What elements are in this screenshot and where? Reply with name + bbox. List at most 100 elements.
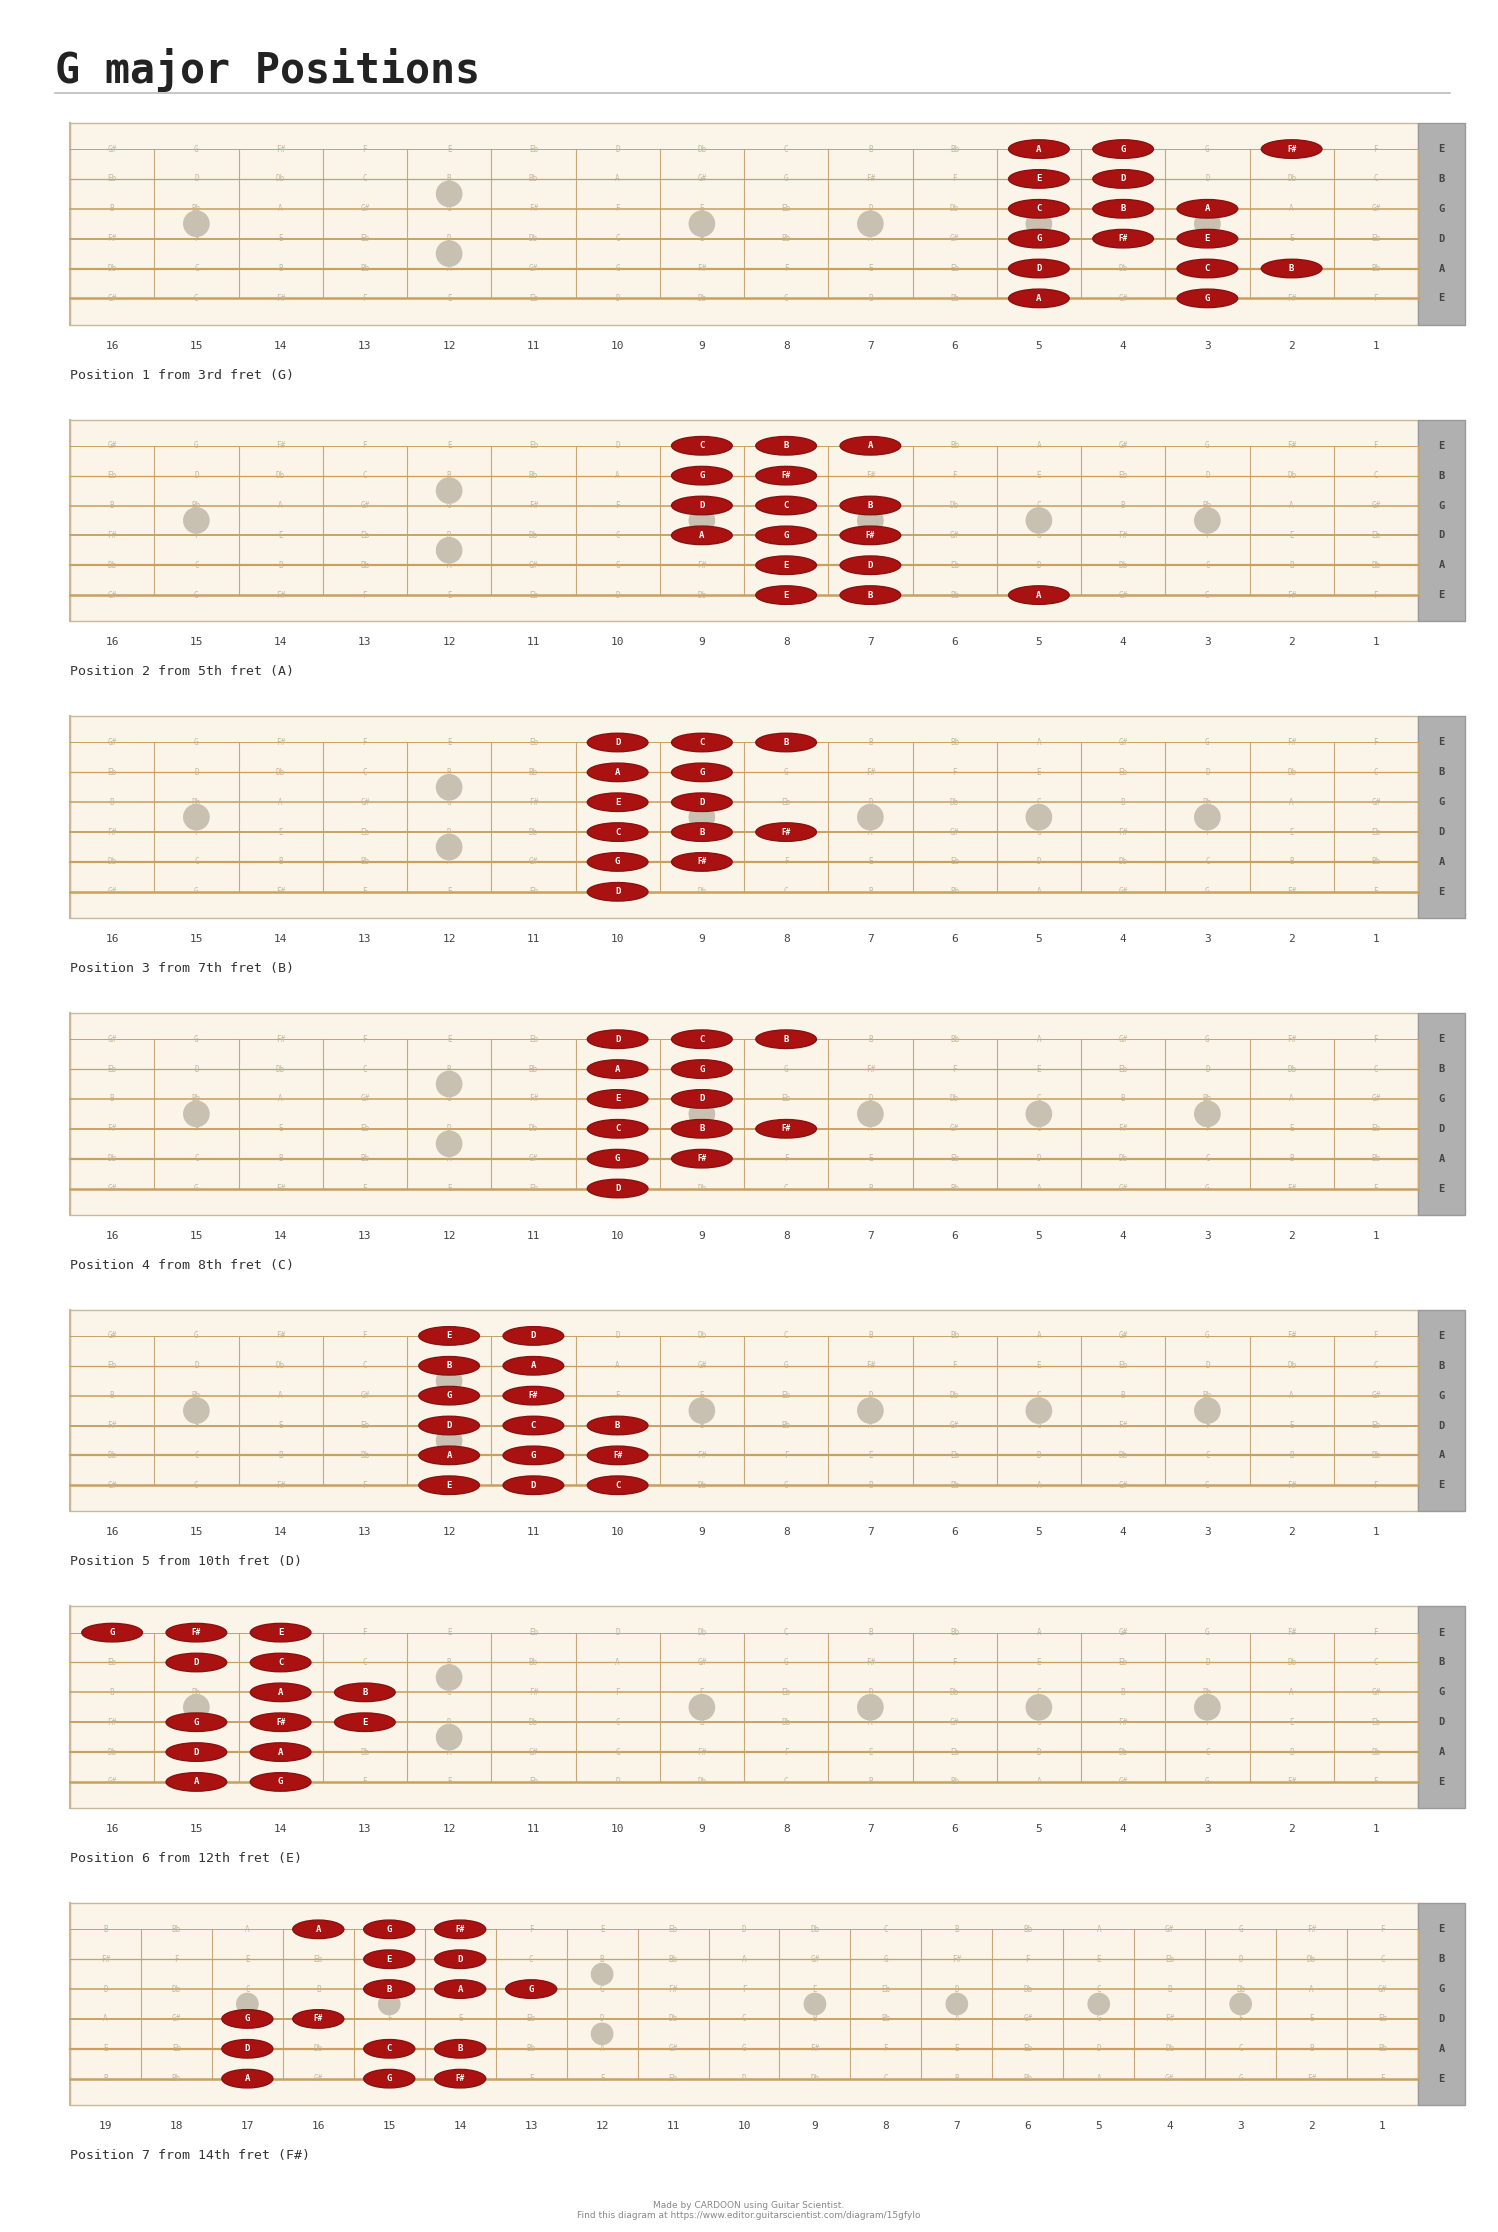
- Text: Db: Db: [529, 234, 538, 243]
- Text: 5: 5: [1035, 1527, 1043, 1538]
- Text: Db: Db: [108, 857, 117, 866]
- Ellipse shape: [1094, 141, 1153, 158]
- Circle shape: [1195, 212, 1219, 237]
- Text: E: E: [446, 1036, 451, 1045]
- Text: 2: 2: [1288, 1230, 1294, 1241]
- Text: Eb: Eb: [782, 1687, 791, 1696]
- Text: Bb: Bb: [1203, 1687, 1212, 1696]
- Text: A: A: [867, 1422, 873, 1431]
- Text: Db: Db: [108, 1748, 117, 1757]
- Text: 14: 14: [454, 2120, 467, 2132]
- Text: Bb: Bb: [1371, 857, 1381, 866]
- FancyBboxPatch shape: [1419, 1310, 1465, 1511]
- Text: Eb: Eb: [529, 591, 538, 600]
- Text: B: B: [446, 1065, 451, 1074]
- Text: 1: 1: [1372, 1824, 1380, 1835]
- Text: E: E: [446, 739, 451, 748]
- Text: Db: Db: [276, 1065, 285, 1074]
- Text: F#: F#: [810, 2045, 819, 2053]
- Text: F#: F#: [953, 1955, 962, 1964]
- Ellipse shape: [1177, 199, 1237, 219]
- Text: B: B: [867, 591, 873, 600]
- Text: A: A: [616, 1065, 620, 1074]
- Text: Eb: Eb: [172, 2045, 181, 2053]
- Ellipse shape: [840, 556, 900, 574]
- Text: Bb: Bb: [1203, 205, 1212, 214]
- Ellipse shape: [671, 792, 733, 812]
- Circle shape: [436, 1071, 461, 1096]
- Ellipse shape: [434, 1980, 485, 1998]
- Text: A: A: [1037, 1183, 1041, 1194]
- Text: E: E: [446, 591, 451, 600]
- Text: E: E: [1290, 531, 1294, 540]
- Text: Eb: Eb: [1371, 1719, 1381, 1728]
- Text: F#: F#: [192, 1627, 201, 1636]
- Text: Eb: Eb: [1119, 768, 1128, 777]
- Ellipse shape: [250, 1683, 312, 1701]
- Text: 19: 19: [99, 2120, 112, 2132]
- Text: B: B: [109, 1391, 114, 1399]
- Text: B: B: [1438, 1362, 1444, 1370]
- Text: F#: F#: [866, 1362, 875, 1370]
- Text: E: E: [700, 797, 704, 806]
- Text: D: D: [616, 739, 620, 748]
- Text: G#: G#: [950, 234, 959, 243]
- Circle shape: [436, 478, 461, 502]
- Text: Db: Db: [276, 1362, 285, 1370]
- Text: G#: G#: [1119, 442, 1128, 451]
- Ellipse shape: [166, 1772, 226, 1792]
- Ellipse shape: [840, 437, 900, 455]
- Text: F#: F#: [276, 1036, 285, 1045]
- Text: D: D: [1037, 263, 1041, 272]
- Text: D: D: [1438, 1716, 1444, 1728]
- Text: Eb: Eb: [1371, 531, 1381, 540]
- Text: G: G: [386, 1924, 391, 1933]
- Text: E: E: [363, 1719, 367, 1728]
- Text: E: E: [867, 1748, 873, 1757]
- Text: C: C: [783, 1480, 788, 1489]
- Text: E: E: [279, 531, 283, 540]
- Text: Db: Db: [529, 828, 538, 837]
- Text: D: D: [867, 1391, 873, 1399]
- Text: Eb: Eb: [1119, 1362, 1128, 1370]
- Text: G: G: [700, 768, 704, 777]
- Text: 7: 7: [867, 933, 873, 944]
- Text: A: A: [279, 1748, 283, 1757]
- Ellipse shape: [587, 1178, 649, 1199]
- Text: F: F: [1380, 2074, 1384, 2082]
- Text: B: B: [700, 1719, 704, 1728]
- Text: A: A: [1037, 591, 1041, 600]
- Text: G: G: [446, 797, 451, 806]
- Text: 8: 8: [783, 341, 789, 350]
- Text: F: F: [363, 1333, 367, 1341]
- Circle shape: [1026, 1397, 1052, 1424]
- Ellipse shape: [671, 1060, 733, 1078]
- Text: F: F: [529, 1924, 533, 1933]
- Text: E: E: [1290, 1422, 1294, 1431]
- Text: C: C: [616, 1125, 620, 1134]
- Text: F#: F#: [782, 1125, 791, 1134]
- Text: Db: Db: [950, 1391, 959, 1399]
- Text: E: E: [867, 857, 873, 866]
- Text: F#: F#: [276, 1627, 285, 1636]
- Ellipse shape: [503, 1357, 563, 1375]
- Text: B: B: [103, 1924, 108, 1933]
- Text: A: A: [867, 234, 873, 243]
- Text: G#: G#: [108, 1777, 117, 1786]
- Text: A: A: [446, 1451, 452, 1460]
- Text: F#: F#: [1119, 531, 1128, 540]
- Text: Db: Db: [455, 1955, 464, 1964]
- Text: Bb: Bb: [782, 1125, 791, 1134]
- Circle shape: [1195, 804, 1219, 830]
- Text: F#: F#: [1165, 2015, 1174, 2024]
- Text: A: A: [1037, 739, 1041, 748]
- Circle shape: [436, 835, 461, 859]
- Text: 5: 5: [1035, 1230, 1043, 1241]
- Text: B: B: [783, 739, 789, 748]
- Text: D: D: [867, 560, 873, 569]
- Text: D: D: [195, 768, 199, 777]
- Text: Bb: Bb: [1023, 2074, 1032, 2082]
- Circle shape: [689, 804, 715, 830]
- Text: D: D: [530, 1333, 536, 1341]
- Text: Bb: Bb: [385, 1984, 394, 1993]
